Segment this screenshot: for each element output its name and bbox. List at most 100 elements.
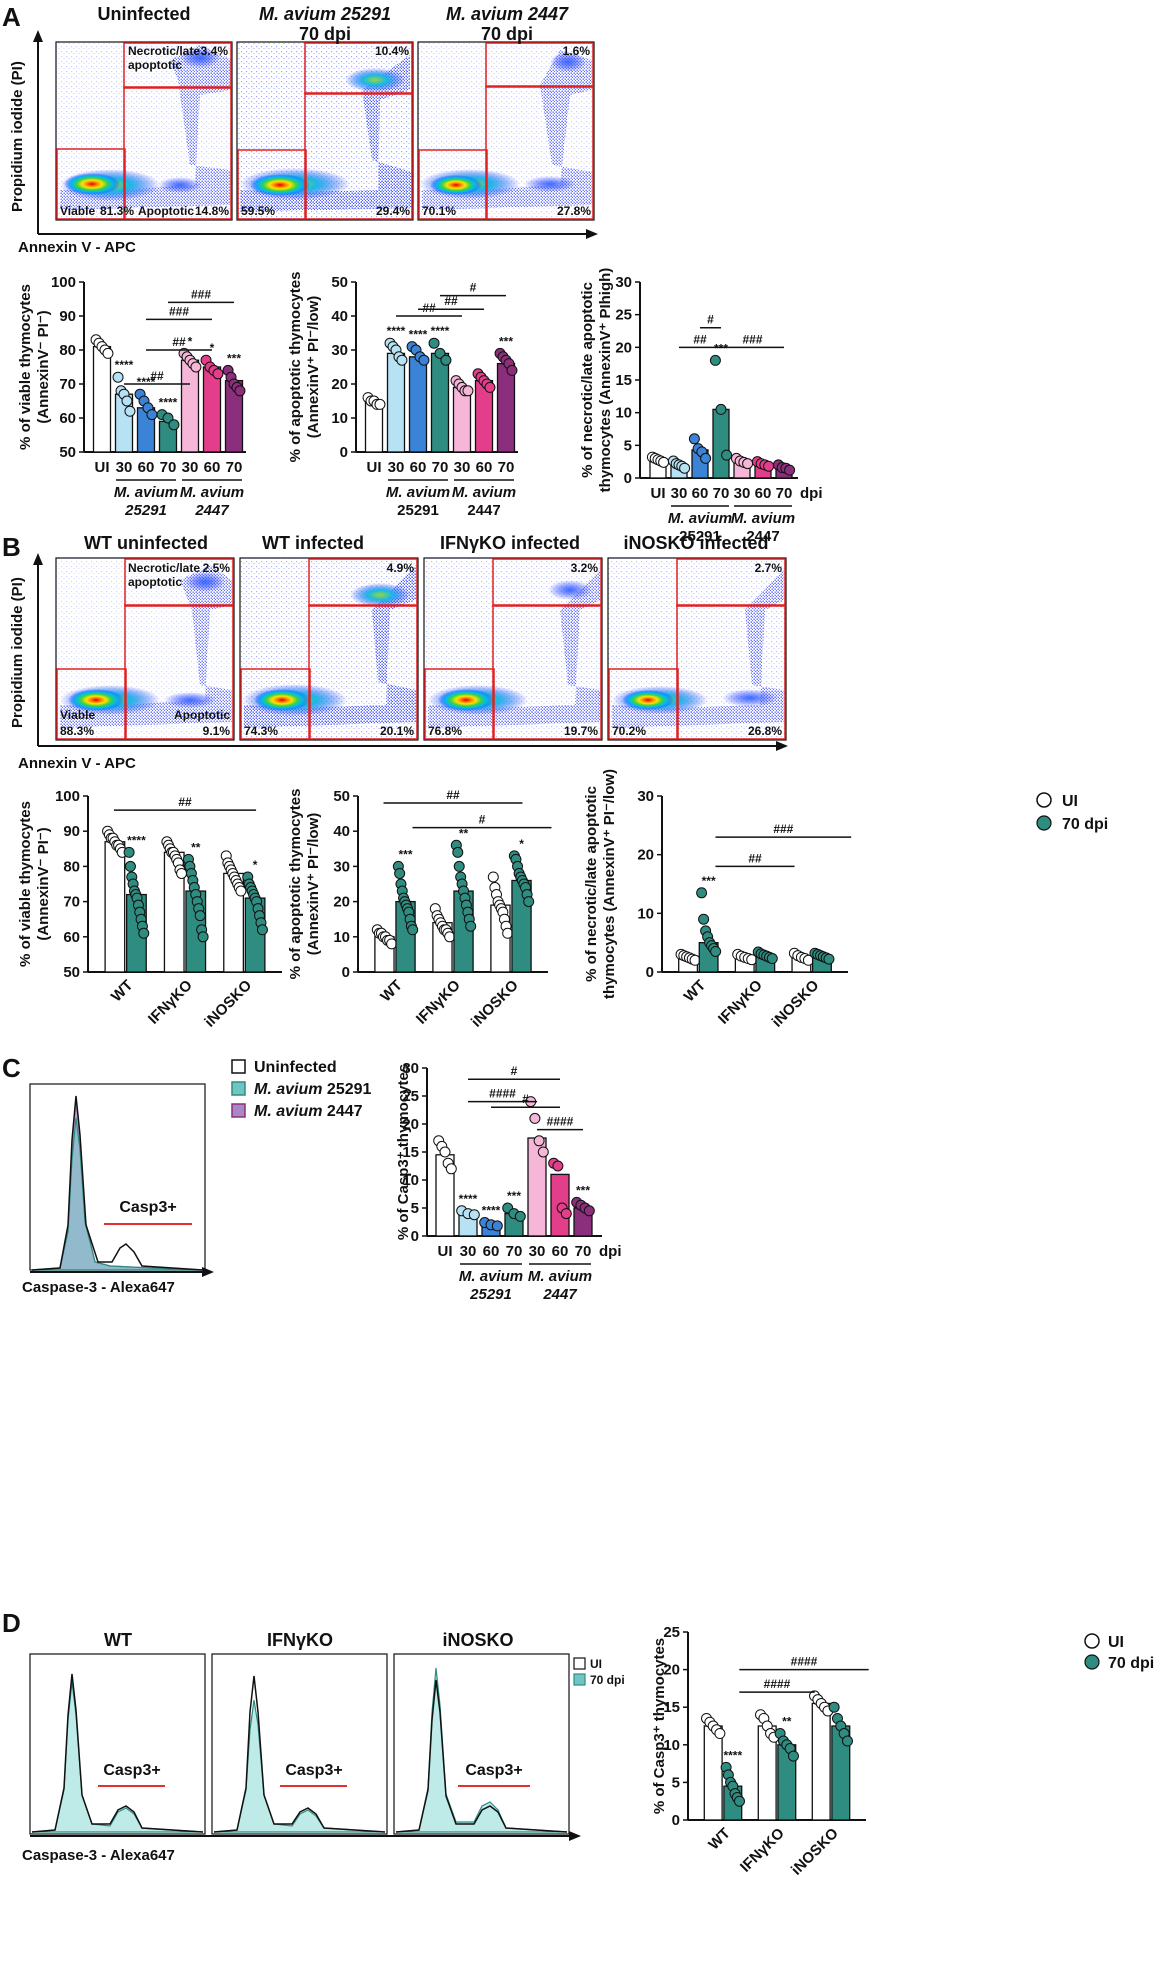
data-point bbox=[235, 885, 247, 897]
data-point bbox=[453, 860, 465, 872]
flow-axes-a bbox=[33, 30, 598, 239]
group-label-strain-25291: 25291 bbox=[679, 528, 721, 545]
data-point bbox=[124, 405, 136, 417]
data-point bbox=[121, 395, 133, 407]
x-group-label: WT bbox=[377, 977, 406, 1006]
y-tick-label: 50 bbox=[59, 444, 76, 461]
flow-axes-b bbox=[33, 553, 788, 751]
data-point bbox=[434, 347, 446, 359]
comparison-label: # bbox=[470, 281, 477, 295]
flow-a-2447-apoptotic-pct: 27.8% bbox=[557, 204, 591, 218]
comparison-label: ## bbox=[748, 851, 762, 865]
legend-c bbox=[231, 1059, 246, 1118]
data-point bbox=[679, 462, 691, 474]
data-point bbox=[721, 449, 733, 461]
x-tick-label: UI bbox=[95, 459, 110, 476]
y-tick-label: 30 bbox=[615, 274, 632, 291]
x-group-label: IFNγKO bbox=[145, 977, 196, 1028]
group-label-strain-2447: 2447 bbox=[746, 528, 779, 545]
comparison-label: #### bbox=[489, 1087, 516, 1101]
comparison-label: ## bbox=[178, 795, 192, 809]
significance-star: *** bbox=[499, 334, 513, 348]
data-point bbox=[533, 1135, 545, 1147]
y-tick-label: 15 bbox=[402, 1144, 419, 1161]
legend-c-uninfected-label: Uninfected bbox=[254, 1059, 337, 1076]
legend-c-uninfected-swatch bbox=[231, 1059, 246, 1074]
y-tick-label: 70 bbox=[59, 376, 76, 393]
flow-a-25291-necrotic-pct: 10.4% bbox=[375, 44, 409, 58]
x-tick-label: 30 bbox=[116, 459, 133, 476]
flow-plot-b-wt-infected bbox=[239, 557, 419, 741]
bar bbox=[202, 366, 222, 453]
legend-d bbox=[1084, 1633, 1100, 1670]
comparison-label: ## bbox=[446, 788, 460, 802]
y-tick-label: 20 bbox=[331, 376, 348, 393]
data-point bbox=[537, 1146, 549, 1158]
comparison-label: ### bbox=[742, 332, 762, 346]
x-tick-label: 60 bbox=[476, 459, 493, 476]
panel-letter-b: B bbox=[2, 532, 21, 562]
flow-plot-a-25291 bbox=[236, 41, 414, 221]
significance-star: *** bbox=[399, 847, 413, 861]
y-tick-label: 15 bbox=[615, 372, 632, 389]
casp3-gate-label-d-inosko: Casp3+ bbox=[465, 1762, 522, 1779]
x-tick-label: 60 bbox=[483, 1243, 500, 1260]
x-tick-label: 70 bbox=[432, 459, 449, 476]
flow-a-uninfected-apoptotic-pct: 14.8% bbox=[195, 204, 229, 218]
data-point bbox=[394, 867, 406, 879]
data-point bbox=[462, 385, 474, 397]
comparison-label: ## bbox=[172, 335, 186, 349]
comparison-label: # bbox=[522, 1092, 529, 1106]
significance-star: ** bbox=[459, 826, 469, 840]
legend-d-70dpi-label: 70 dpi bbox=[1108, 1655, 1154, 1672]
data-point bbox=[396, 354, 408, 366]
comparison-label: ## bbox=[150, 369, 164, 383]
y-tick-label: 15 bbox=[663, 1699, 680, 1716]
x-group-label: iNOSKO bbox=[468, 977, 522, 1031]
x-group-label: iNOSKO bbox=[769, 977, 823, 1031]
pi-axis-label-b: Propidium iodide (PI) bbox=[9, 577, 26, 728]
data-point bbox=[700, 452, 712, 464]
y-axis-title: % of necrotic/late apoptotic bbox=[579, 282, 596, 478]
caspase-axis-label-c: Caspase-3 - Alexa647 bbox=[22, 1279, 175, 1296]
group-label-m-avium: M. avium bbox=[180, 484, 244, 501]
x-tick-label: 60 bbox=[552, 1243, 569, 1260]
dpi-label: dpi bbox=[800, 485, 823, 502]
data-point bbox=[733, 1795, 745, 1807]
y-tick-label: 90 bbox=[59, 308, 76, 325]
data-point bbox=[698, 913, 710, 925]
significance-star: **** bbox=[115, 358, 134, 372]
group-label-strain-2447: 2447 bbox=[467, 502, 500, 519]
data-point bbox=[763, 460, 775, 472]
flow-title-b-wt-uninfected: WT uninfected bbox=[84, 533, 208, 553]
group-label-m-avium: M. avium bbox=[386, 484, 450, 501]
data-point bbox=[502, 927, 514, 939]
significance-star: * bbox=[519, 837, 524, 851]
x-tick-label: 70 bbox=[498, 459, 515, 476]
data-point bbox=[428, 337, 440, 349]
bar bbox=[92, 345, 112, 453]
x-group-label: iNOSKO bbox=[201, 977, 255, 1031]
data-point bbox=[688, 433, 700, 445]
x-tick-label: 70 bbox=[713, 485, 730, 502]
y-axis-title: % of Casp3⁺ thymocytes bbox=[395, 1064, 412, 1240]
significance-star: * bbox=[210, 341, 215, 355]
data-point bbox=[658, 456, 670, 468]
y-tick-label: 25 bbox=[663, 1624, 680, 1641]
group-label-strain-2447: 2447 bbox=[194, 502, 229, 519]
y-tick-label: 80 bbox=[59, 342, 76, 359]
legend-c-2447-label: M. avium 2447 bbox=[254, 1103, 363, 1120]
panel-letter-a: A bbox=[2, 2, 21, 32]
data-point bbox=[787, 1750, 799, 1762]
data-point bbox=[138, 927, 150, 939]
y-tick-label: 10 bbox=[402, 1172, 419, 1189]
flow-title-b-ifngko-infected: IFNγKO infected bbox=[440, 533, 580, 553]
y-tick-label: 5 bbox=[624, 437, 632, 454]
data-point bbox=[123, 846, 135, 858]
legend-c-25291-swatch bbox=[231, 1081, 246, 1096]
necrotic-gate-label: Necrotic/late bbox=[128, 44, 200, 58]
data-point bbox=[823, 953, 835, 965]
x-tick-label: 60 bbox=[692, 485, 709, 502]
data-point bbox=[407, 924, 419, 936]
significance-star: **** bbox=[159, 396, 178, 410]
